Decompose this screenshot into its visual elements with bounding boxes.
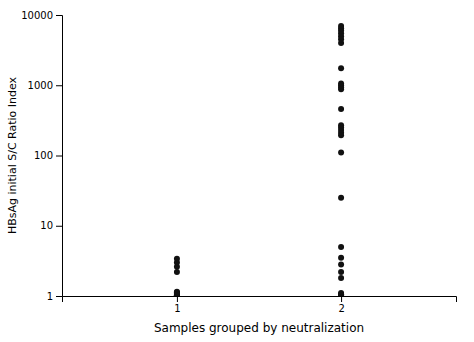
point [338,262,344,268]
tick-mark [56,226,62,227]
x-axis: 12 [63,296,457,314]
tick: 1000 [28,80,62,91]
tick-label: 1000 [28,80,53,91]
tick: 100 [34,150,62,161]
tick: 1 [174,296,180,314]
point [338,290,344,296]
tick: 10 [40,220,62,231]
tick-mark [341,296,342,302]
point [174,256,180,262]
point [338,122,344,128]
series [338,23,344,296]
point [338,150,344,156]
tick-label: 100 [34,150,53,161]
chart: 12110100100010000Samples grouped by neut… [0,0,474,342]
points [174,23,344,296]
tick-label: 1 [47,291,53,302]
axis-line [56,16,63,297]
point [338,80,344,86]
point [338,275,344,281]
tick: 1 [47,291,62,302]
tick-mark [56,15,62,16]
point [174,290,180,296]
point [338,255,344,261]
point [338,269,344,275]
tick-label: 2 [338,303,344,314]
tick-mark [56,85,62,86]
y-axis-title: HBsAg initial S/C Ratio Index [6,76,19,234]
point [338,244,344,250]
tick: 10000 [21,10,62,21]
point [174,289,180,295]
series [174,256,180,296]
tick-label: 10000 [21,10,53,21]
axis-line [63,297,457,303]
tick-mark [177,296,178,302]
point [338,195,344,201]
point [338,106,344,112]
tick-label: 1 [174,303,180,314]
tick-mark [56,296,62,297]
tick-mark [56,156,62,157]
point [338,65,344,71]
point [338,23,344,29]
tick-label: 10 [40,220,53,231]
tick: 2 [338,296,344,314]
x-axis-title: Samples grouped by neutralization [154,321,364,335]
plot-area: 12110100100010000 [21,10,456,314]
y-axis: 1 10 100 1000 10000 [21,10,62,302]
